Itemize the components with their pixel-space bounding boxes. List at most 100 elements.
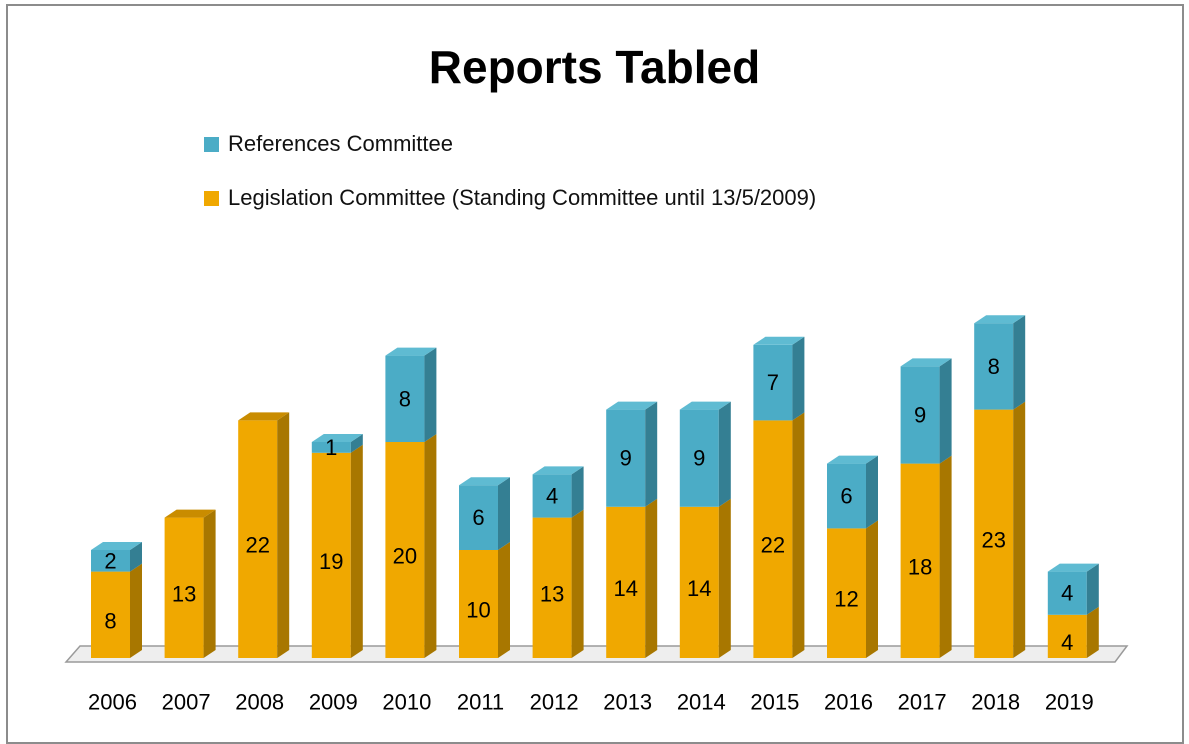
bar-legislation-2009-side	[350, 444, 363, 658]
bar-legislation-2014-front	[679, 506, 719, 658]
x-tick-label-2019: 2019	[1045, 690, 1094, 715]
bar-references-2019-front	[1047, 571, 1087, 615]
bar-references-2006-side	[130, 542, 142, 572]
bar-references-2019-side	[1086, 563, 1099, 615]
bar-label-legislation-2010: 20	[393, 544, 417, 569]
bar-legislation-2014-side	[718, 498, 731, 658]
bar-references-2009-front	[311, 442, 351, 453]
legend-item-legislation: Legislation Committee (Standing Committe…	[204, 185, 816, 211]
bar-references-2019-top	[1047, 563, 1099, 572]
bar-references-2010-top	[385, 347, 437, 356]
bar-label-legislation-2018: 23	[981, 527, 1005, 552]
legend-item-references: References Committee	[204, 131, 453, 157]
bar-label-legislation-2019: 4	[1061, 630, 1073, 655]
x-tick-label-2017: 2017	[898, 690, 947, 715]
bar-legislation-2009-front	[311, 452, 351, 658]
bar-references-2014-front	[679, 409, 719, 507]
bar-legislation-2006-front	[91, 571, 130, 658]
bar-references-2016-side	[866, 455, 878, 529]
bar-legislation-2016-side	[866, 520, 878, 658]
bar-label-legislation-2015: 22	[761, 533, 785, 558]
bar-references-2011-front	[459, 485, 498, 550]
bar-references-2015-top	[753, 336, 805, 345]
bar-legislation-2017-side	[939, 455, 952, 658]
bar-legislation-2018-front	[974, 409, 1014, 658]
bar-legislation-2015-side	[792, 412, 805, 658]
x-tick-label-2016: 2016	[824, 690, 873, 715]
bar-legislation-2012-side	[571, 509, 584, 658]
bar-references-2010-front	[385, 355, 425, 442]
bar-label-references-2009: 1	[325, 435, 337, 460]
bar-legislation-2019-side	[1086, 606, 1099, 658]
bar-legislation-2010-front	[385, 442, 425, 658]
bar-label-references-2019: 4	[1061, 581, 1073, 606]
bar-legislation-2007-side	[203, 509, 216, 658]
chart-floor	[64, 645, 1129, 663]
bar-references-2006-top	[91, 542, 142, 550]
bar-label-legislation-2012: 13	[540, 581, 564, 606]
bar-references-2013-front	[606, 409, 646, 507]
bar-label-legislation-2007: 13	[172, 581, 196, 606]
bar-references-2017-front	[900, 366, 940, 464]
bar-legislation-2015-front	[753, 420, 793, 658]
x-tick-label-2018: 2018	[971, 690, 1020, 715]
x-tick-label-2007: 2007	[162, 690, 211, 715]
bar-label-references-2010: 8	[399, 386, 411, 411]
bar-legislation-2013-side	[645, 498, 658, 658]
bar-label-legislation-2009: 19	[319, 549, 343, 574]
x-tick-label-2008: 2008	[235, 690, 284, 715]
bar-label-legislation-2017: 18	[908, 554, 932, 579]
bar-label-legislation-2011: 10	[466, 598, 490, 623]
bar-legislation-2007-front	[164, 517, 204, 658]
bar-label-legislation-2006: 8	[104, 608, 116, 633]
bar-references-2009-side	[350, 434, 363, 453]
bar-references-2009-top	[311, 434, 363, 442]
bar-references-2014-side	[718, 401, 731, 507]
x-tick-label-2010: 2010	[382, 690, 431, 715]
x-tick-label-2006: 2006	[88, 690, 137, 715]
bar-references-2010-side	[424, 347, 437, 442]
bar-label-references-2017: 9	[914, 403, 926, 428]
bar-references-2014-top	[679, 401, 731, 410]
bar-legislation-2016-front	[827, 528, 866, 658]
bar-references-2011-side	[498, 477, 510, 550]
bar-label-legislation-2014: 14	[687, 576, 711, 601]
legend-swatch-legislation	[204, 190, 219, 206]
bar-label-references-2013: 9	[620, 446, 632, 471]
bar-legislation-2018-side	[1013, 401, 1026, 658]
bar-references-2012-top	[532, 466, 584, 475]
plot-area: 8 2 2006 13 2007 22 2008 19 1 2009 20 8 2010 10 6 2011 1…	[64, 315, 1129, 715]
bar-label-references-2015: 7	[767, 370, 779, 395]
bar-references-2017-top	[900, 358, 952, 367]
bar-references-2006-front	[91, 550, 130, 572]
bar-references-2017-side	[939, 358, 952, 464]
bar-legislation-2017-front	[900, 463, 940, 658]
bar-references-2018-side	[1013, 315, 1026, 410]
x-tick-label-2014: 2014	[677, 690, 726, 715]
bar-legislation-2013-front	[606, 506, 646, 658]
x-tick-label-2011: 2011	[457, 690, 504, 715]
x-tick-label-2015: 2015	[750, 690, 799, 715]
bar-legislation-2012-front	[532, 517, 572, 658]
bar-label-references-2016: 6	[840, 484, 852, 509]
legend-swatch-references	[204, 136, 219, 152]
x-tick-label-2012: 2012	[530, 690, 579, 715]
bar-legislation-2011-side	[498, 542, 510, 658]
bar-legislation-2006-side	[130, 563, 142, 658]
bar-legislation-2007-top	[164, 509, 216, 518]
bar-references-2018-front	[974, 323, 1014, 410]
bar-references-2012-front	[532, 474, 572, 518]
bar-legislation-2010-side	[424, 434, 437, 658]
bar-label-references-2014: 9	[693, 446, 705, 471]
bar-label-references-2012: 4	[546, 484, 558, 509]
bar-references-2011-top	[459, 477, 510, 486]
bar-legislation-2008-side	[277, 412, 290, 658]
bar-references-2013-top	[606, 401, 658, 410]
bar-label-legislation-2016: 12	[834, 587, 858, 612]
bar-label-legislation-2008: 22	[245, 533, 269, 558]
bar-label-references-2018: 8	[988, 354, 1000, 379]
bar-legislation-2008-top	[238, 412, 290, 421]
bar-references-2016-top	[827, 455, 878, 464]
bar-references-2018-top	[974, 315, 1026, 324]
bar-label-references-2011: 6	[472, 505, 484, 530]
